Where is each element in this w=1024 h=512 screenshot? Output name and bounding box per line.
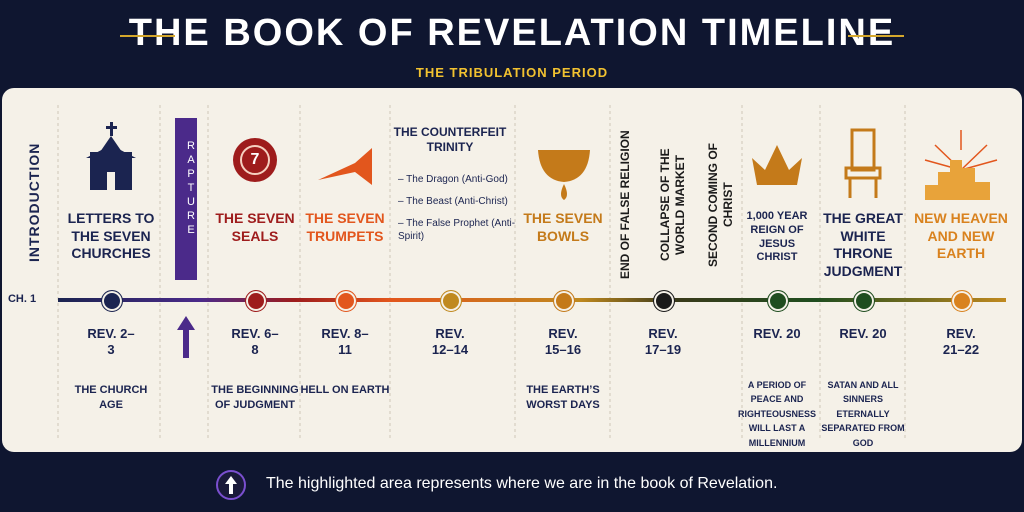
title: THE BOOK OF REVELATION TIMELINE <box>128 12 896 54</box>
vertical-label: SECOND COMING OF CHRIST <box>706 143 735 268</box>
event-heading: THE SEVEN SEALS <box>215 210 295 244</box>
reference: REV. 21–22 <box>942 326 980 358</box>
timeline-dot <box>553 290 575 312</box>
footer-note: The highlighted area represents where we… <box>266 475 778 492</box>
reference: REV. 6–8 <box>231 326 279 358</box>
reference: REV. 20 <box>839 326 887 341</box>
event-note: HELL ON EARTH <box>300 384 390 396</box>
event-note: THE BEGINNING OF JUDGMENT <box>211 384 299 412</box>
trinity-item: – The False Prophet (Anti-Spirit) <box>398 218 516 242</box>
timeline-dot <box>767 290 789 312</box>
intro-label: INTRODUCTION <box>26 142 42 263</box>
timeline-dot <box>440 290 462 312</box>
event-heading: THE SEVEN BOWLS <box>523 210 603 244</box>
event-heading: THE GREAT WHITE THRONE JUDGMENT <box>823 210 903 279</box>
event-heading: LETTERS TO THE SEVEN CHURCHES <box>67 210 155 261</box>
vertical-label: END OF FALSE RELIGION <box>618 130 632 280</box>
start-label: CH. 1 <box>7 293 37 306</box>
trinity-item: – The Beast (Anti-Christ) <box>398 196 508 207</box>
timeline-dot <box>853 290 875 312</box>
timeline-dot <box>653 290 675 312</box>
event-note: THE CHURCH AGE <box>74 384 148 412</box>
timeline-dot <box>335 290 357 312</box>
subtitle: THE TRIBULATION PERIOD <box>415 65 609 80</box>
event-heading: NEW HEAVEN AND NEW EARTH <box>914 210 1008 261</box>
vertical-label: COLLAPSE OF THE WORLD MARKET <box>658 148 687 262</box>
event-heading: 1,000 YEAR REIGN OF JESUS CHRIST <box>746 210 808 264</box>
timeline-dot <box>951 290 973 312</box>
event-heading: THE SEVEN TRUMPETS <box>305 210 385 244</box>
rapture-label: RAPTURE <box>185 140 197 238</box>
timeline-dot <box>101 290 123 312</box>
trinity-item: – The Dragon (Anti-God) <box>398 174 508 185</box>
reference: REV. 8–11 <box>321 326 369 358</box>
reference: REV. 2–3 <box>87 326 135 358</box>
event-note: SATAN AND ALL SINNERS ETERNALLY SEPARATE… <box>821 380 905 448</box>
event-note: A PERIOD OF PEACE AND RIGHTEOUSNESS WILL… <box>737 380 816 448</box>
reference: REV. 15–16 <box>544 326 582 358</box>
event-heading: THE COUNTERFEIT TRINITY <box>393 125 507 154</box>
reference: REV. 12–14 <box>431 326 469 358</box>
seal-number: 7 <box>250 151 260 168</box>
reference: REV. 20 <box>753 326 801 341</box>
timeline-dot <box>245 290 267 312</box>
event-note: THE EARTH’S WORST DAYS <box>526 384 600 412</box>
reference: REV. 17–19 <box>644 326 682 358</box>
